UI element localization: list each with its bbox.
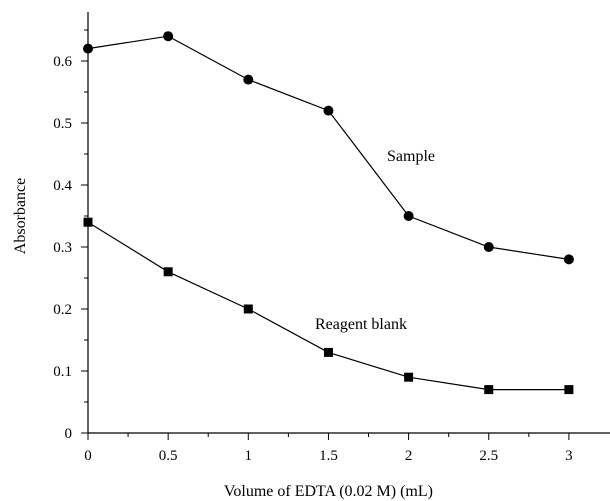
series-label-reagent-blank: Reagent blank [315, 316, 407, 333]
x-tick-label: 0 [84, 448, 92, 464]
x-axis-label: Volume of EDTA (0.02 M) (mL) [224, 483, 433, 500]
series-line [87, 221, 569, 391]
x-ticks: 0 0.5 1 1.5 2 2.5 3 [84, 433, 573, 464]
y-tick-label: 0.4 [53, 178, 72, 194]
y-axis-label: Absorbance [12, 178, 29, 254]
series-layer [83, 31, 574, 395]
data-point [83, 217, 93, 227]
data-point [323, 347, 333, 357]
data-point [83, 43, 93, 54]
y-tick-label: 0.5 [53, 116, 72, 132]
data-point [484, 385, 494, 395]
data-point [403, 211, 414, 221]
data-point [404, 372, 414, 382]
x-tick-label: 1.5 [319, 448, 338, 464]
data-point [163, 31, 174, 42]
data-point [243, 304, 253, 314]
y-tick-label: 0.6 [53, 54, 72, 70]
x-tick-label: 3 [565, 448, 573, 464]
y-tick-label: 0.1 [53, 364, 72, 380]
data-point [483, 242, 494, 252]
x-tick-label: 2.5 [479, 448, 498, 464]
y-tick-label: 0 [65, 426, 73, 442]
x-tick-label: 1 [245, 448, 253, 464]
series-label-sample: Sample [387, 148, 435, 165]
series-line [87, 35, 569, 260]
data-point [323, 105, 334, 116]
x-tick-label: 2 [405, 448, 413, 464]
data-point [163, 267, 173, 277]
axes [87, 12, 610, 434]
y-tick-label: 0.2 [53, 302, 72, 318]
data-point [564, 385, 574, 395]
data-point [563, 254, 574, 265]
y-ticks: 0 0.1 0.2 0.3 0.4 0.5 0.6 [53, 29, 88, 442]
x-tick-label: 0.5 [159, 448, 178, 464]
y-tick-label: 0.3 [53, 240, 72, 256]
data-point [243, 74, 254, 85]
